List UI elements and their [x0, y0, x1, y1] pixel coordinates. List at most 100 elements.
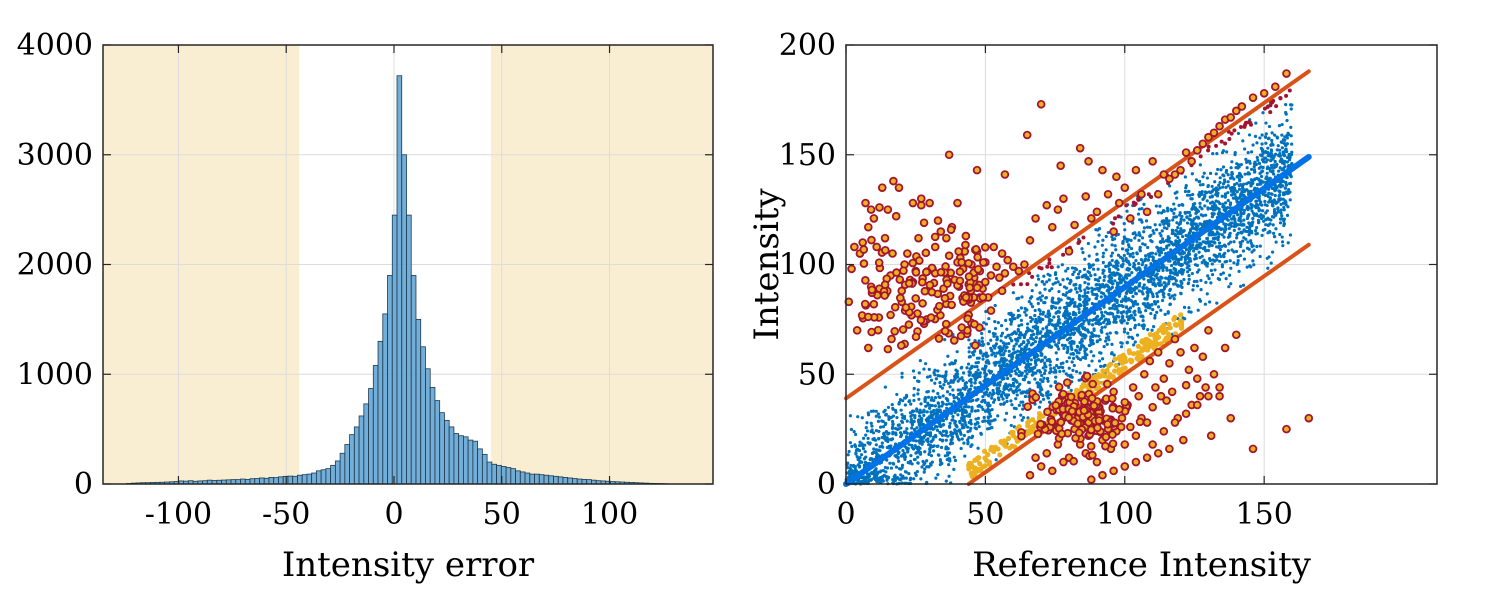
- inlier-point: [1210, 272, 1215, 277]
- outlier-point: [1198, 139, 1208, 149]
- inlier-point: [1210, 184, 1214, 189]
- inlier-point: [1188, 193, 1192, 197]
- histogram-bar: [297, 474, 303, 485]
- outlier-point: [883, 205, 893, 214]
- inlier-point: [1045, 280, 1049, 284]
- inlier-point: [1014, 379, 1018, 383]
- inlier-point: [1226, 191, 1230, 195]
- lower-band-point: [1009, 443, 1015, 449]
- inlier-point: [1046, 309, 1051, 313]
- inlier-point: [849, 463, 853, 468]
- inlier-point: [1259, 174, 1264, 179]
- outlier-point: [1148, 157, 1157, 166]
- inlier-point: [865, 429, 870, 433]
- inlier-point: [936, 391, 940, 396]
- inlier-point: [1182, 218, 1186, 222]
- inlier-point: [953, 421, 957, 426]
- y-tick-label: 0: [74, 467, 93, 502]
- inlier-point: [934, 377, 939, 381]
- inlier-point: [1178, 222, 1182, 226]
- inlier-point: [1290, 162, 1294, 166]
- inlier-point: [1190, 271, 1194, 276]
- inlier-point: [1246, 180, 1251, 185]
- inlier-point: [1133, 313, 1137, 317]
- inlier-point: [888, 416, 892, 420]
- inlier-point: [928, 443, 933, 447]
- inlier-point: [1199, 242, 1203, 246]
- inlier-point: [1280, 240, 1285, 244]
- inlier-point: [941, 438, 945, 442]
- inlier-point: [1116, 304, 1121, 308]
- inlier-point: [936, 408, 940, 412]
- inlier-point: [944, 445, 948, 450]
- inlier-point: [1133, 318, 1137, 322]
- inlier-point: [926, 437, 930, 441]
- inlier-point: [1122, 330, 1126, 334]
- inlier-point: [1095, 283, 1099, 287]
- inlier-point: [1281, 244, 1285, 248]
- inlier-point: [1104, 234, 1108, 239]
- inlier-point: [1087, 364, 1091, 368]
- lower-band-point: [1116, 370, 1123, 376]
- inlier-point: [933, 373, 937, 377]
- inlier-point: [1133, 309, 1137, 313]
- inlier-point: [1261, 228, 1265, 232]
- inlier-point: [1048, 273, 1052, 278]
- inlier-point: [1005, 376, 1010, 381]
- inlier-point: [985, 403, 990, 407]
- inlier-point: [1144, 264, 1148, 268]
- inlier-point: [1149, 275, 1153, 279]
- inlier-point: [980, 340, 984, 344]
- inlier-point: [1234, 249, 1239, 254]
- inlier-point: [995, 391, 999, 395]
- inlier-point: [863, 477, 867, 482]
- inlier-point: [1098, 351, 1102, 355]
- inlier-point: [1051, 300, 1056, 305]
- inlier-point: [989, 426, 993, 430]
- outlier-point: [1148, 402, 1157, 412]
- inlier-point: [929, 413, 934, 417]
- inlier-point: [1059, 365, 1063, 369]
- inlier-point: [1205, 176, 1209, 180]
- inlier-point: [1172, 211, 1176, 216]
- inlier-point: [1172, 297, 1176, 301]
- inlier-point: [1261, 149, 1265, 153]
- histogram-bar: [491, 463, 497, 485]
- histogram-bar: [538, 474, 545, 485]
- inlier-point: [1113, 279, 1117, 283]
- inlier-point: [999, 334, 1003, 338]
- inlier-point: [1151, 282, 1155, 286]
- inlier-point: [960, 412, 964, 417]
- inlier-point: [1072, 363, 1076, 368]
- inlier-point: [1047, 400, 1052, 404]
- inlier-point: [979, 432, 983, 436]
- inlier-point: [1209, 230, 1213, 235]
- inlier-point: [1186, 270, 1190, 274]
- inlier-point: [1065, 309, 1069, 314]
- lower-band-point: [1100, 372, 1106, 379]
- inlier-point: [1219, 227, 1223, 232]
- inlier-point: [1048, 330, 1052, 334]
- inlier-point: [1086, 282, 1091, 286]
- inlier-point: [1223, 224, 1227, 229]
- inlier-point: [929, 378, 934, 382]
- inlier-point: [1282, 217, 1286, 221]
- inlier-point: [960, 423, 964, 427]
- inlier-point: [1061, 278, 1065, 282]
- inlier-point: [934, 476, 938, 480]
- inlier-point: [1122, 235, 1126, 239]
- inlier-point: [1101, 255, 1105, 259]
- inlier-point: [1125, 315, 1129, 319]
- inlier-point: [1237, 177, 1242, 181]
- inlier-point: [933, 404, 937, 408]
- inlier-point: [946, 434, 950, 438]
- inlier-point: [1195, 263, 1199, 268]
- inlier-point: [1153, 316, 1157, 320]
- inlier-point: [1092, 354, 1096, 358]
- inlier-point: [962, 441, 966, 445]
- inlier-point: [894, 433, 898, 437]
- inlier-point: [1256, 218, 1261, 222]
- x-tick-label: -100: [145, 497, 212, 532]
- inlier-point: [1229, 187, 1233, 191]
- inlier-point: [1162, 226, 1167, 230]
